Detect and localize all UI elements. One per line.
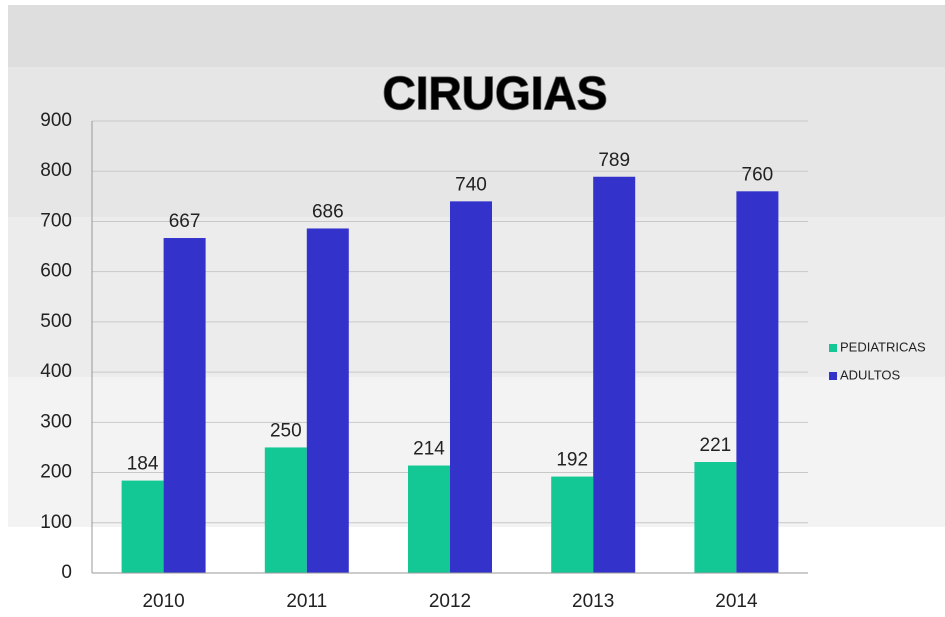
background-band	[8, 67, 945, 217]
value-label: 250	[270, 420, 302, 441]
value-label: 686	[312, 201, 344, 222]
background-band	[8, 5, 945, 67]
y-tick-label: 600	[40, 261, 72, 282]
value-label: 760	[742, 164, 774, 185]
y-tick-label: 300	[40, 411, 72, 432]
bar	[306, 228, 349, 573]
value-label: 221	[700, 435, 732, 456]
y-tick-label: 500	[40, 311, 72, 332]
x-tick-label: 2011	[286, 591, 327, 612]
y-tick-label: 200	[40, 462, 72, 483]
legend-swatch	[829, 344, 837, 352]
bar	[408, 465, 450, 573]
x-tick-label: 2014	[715, 591, 758, 612]
y-tick-label: 900	[40, 110, 72, 131]
y-tick-label: 700	[40, 210, 72, 231]
legend-label: ADULTOS	[840, 367, 901, 382]
bar	[450, 201, 492, 573]
y-tick-label: 800	[40, 160, 72, 181]
x-tick-label: 2013	[572, 591, 614, 612]
value-label: 214	[413, 439, 445, 460]
bar	[736, 191, 779, 574]
value-label: 667	[169, 211, 201, 232]
x-tick-label: 2012	[429, 591, 471, 612]
value-label: 789	[598, 150, 630, 171]
bar	[593, 176, 636, 573]
bar	[694, 462, 737, 573]
y-tick-label: 400	[40, 361, 72, 382]
y-tick-label: 100	[40, 512, 72, 533]
bar	[551, 476, 594, 573]
value-label: 184	[127, 454, 159, 475]
value-label: 192	[556, 450, 588, 471]
x-tick-label: 2010	[142, 591, 184, 612]
y-tick-label: 0	[61, 562, 72, 583]
chart-title: CIRUGIAS	[383, 67, 608, 119]
bar	[121, 480, 164, 573]
legend-swatch	[829, 372, 837, 380]
bar	[163, 238, 206, 574]
bar	[264, 447, 307, 573]
legend-label: PEDIATRICAS	[840, 339, 926, 354]
value-label: 740	[455, 174, 487, 195]
